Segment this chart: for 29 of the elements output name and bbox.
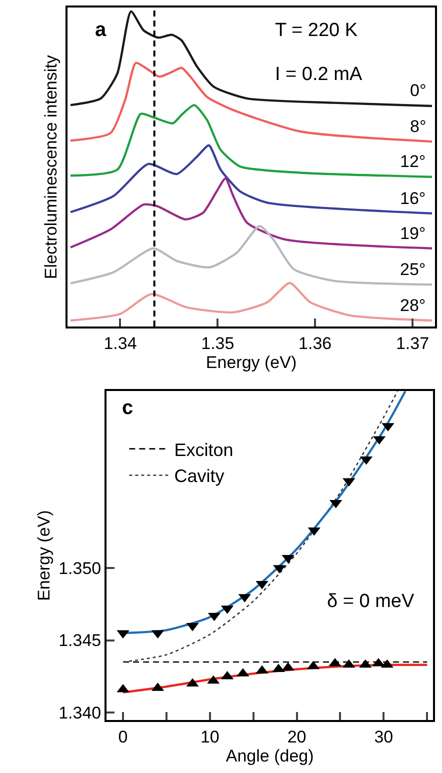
x-axis-title: Energy (eV) bbox=[206, 352, 297, 372]
series-label: 12° bbox=[400, 152, 426, 171]
series-label: 0° bbox=[410, 81, 426, 100]
y-tick-label: 1.345 bbox=[58, 631, 102, 650]
legend-label: Cavity bbox=[174, 466, 224, 486]
y-axis-title: Electroluminescence intensity bbox=[42, 54, 61, 280]
series-label: 25° bbox=[400, 260, 426, 279]
annotation: c bbox=[122, 397, 134, 419]
annotation: δ = 0 meV bbox=[327, 591, 414, 612]
series-label: 19° bbox=[400, 224, 426, 243]
series-label: 16° bbox=[400, 189, 426, 208]
y-tick-label: 1.340 bbox=[58, 704, 102, 723]
x-tick-label: 0 bbox=[118, 727, 128, 746]
x-tick-label: 1.36 bbox=[298, 334, 332, 353]
y-axis-title: Energy (eV) bbox=[34, 510, 54, 601]
x-tick-label: 30 bbox=[374, 727, 394, 746]
x-tick-label: 1.35 bbox=[201, 334, 234, 353]
x-tick-label: 20 bbox=[287, 727, 306, 746]
series-label: 28° bbox=[400, 296, 426, 315]
x-tick-label: 10 bbox=[200, 727, 220, 746]
annotation: I = 0.2 mA bbox=[275, 64, 362, 85]
legend-label: Exciton bbox=[174, 440, 234, 460]
annotation: T = 220 K bbox=[275, 20, 358, 41]
x-tick-label: 1.37 bbox=[396, 334, 430, 353]
y-tick-label: 1.350 bbox=[58, 558, 102, 578]
x-axis-title: Angle (deg) bbox=[226, 746, 314, 766]
annotation: a bbox=[95, 19, 107, 41]
x-tick-label: 1.34 bbox=[104, 334, 137, 353]
series-label: 8° bbox=[410, 117, 426, 136]
